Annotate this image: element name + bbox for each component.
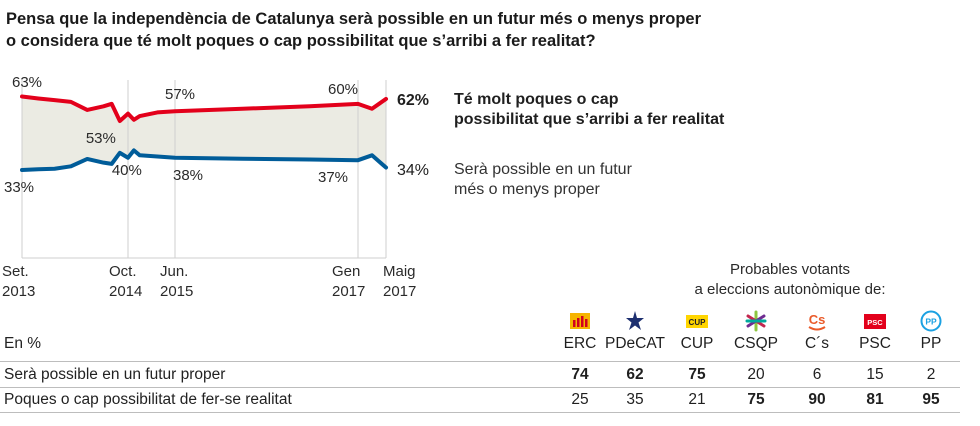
- legend-red-line-1: Té molt poques o cap: [454, 91, 619, 108]
- annotation-label: 38%: [173, 166, 204, 184]
- x-tick-label: Jun. 2015: [160, 262, 193, 302]
- party-name-cs: C´s: [804, 335, 830, 352]
- table-cell: 21: [688, 391, 706, 408]
- svg-text:CUP: CUP: [689, 318, 707, 327]
- annotation-label: 53%: [85, 130, 116, 147]
- csqp-logo-icon: [745, 310, 767, 332]
- pdecat-logo-icon: [624, 310, 646, 332]
- x-tick-line-2: 2017: [332, 283, 366, 300]
- table-header-line-2: a eleccions autonòmique de:: [694, 281, 886, 298]
- table-cell: 81: [866, 391, 884, 408]
- table-cell: 95: [922, 391, 940, 408]
- table-cell: 15: [866, 366, 884, 383]
- series-line-blue: [20, 148, 388, 172]
- party-name-psc: PSC: [859, 335, 891, 352]
- table-cell: 35: [626, 391, 644, 408]
- table-cell: 75: [747, 391, 765, 408]
- legend-red-line-2: possibilitat que s’arribi a fer realitat: [454, 111, 725, 128]
- annotation-label: 60%: [328, 80, 359, 98]
- table-cell: 6: [812, 366, 822, 383]
- legend-red-series: Té molt poques o cap possibilitat que s’…: [454, 90, 724, 130]
- x-tick-label: Oct. 2014: [109, 262, 142, 302]
- table-rule-bottom: [0, 412, 960, 413]
- party-name-csqp: CSQP: [734, 335, 778, 352]
- x-tick-line-1: Jun.: [160, 263, 189, 280]
- svg-text:Cs: Cs: [809, 312, 826, 327]
- table-cell: 74: [571, 366, 589, 383]
- table-rule-middle: [0, 387, 960, 388]
- psc-logo-icon: PSC: [864, 310, 886, 332]
- x-tick-line-1: Set.: [2, 263, 29, 280]
- party-name-cup: CUP: [680, 335, 714, 352]
- x-tick-label: Gen 2017: [332, 262, 365, 302]
- title-line-2: o considera que té molt poques o cap pos…: [6, 32, 596, 50]
- annotation-label: 63%: [12, 73, 43, 91]
- table-unit-label: En %: [4, 335, 42, 352]
- legend-blue-series: Serà possible en un futur més o menys pr…: [454, 160, 632, 200]
- annotation-label: 33%: [4, 179, 35, 196]
- annotation-label: 40%: [111, 161, 142, 179]
- x-tick-label: Maig 2017: [383, 262, 416, 302]
- x-tick-line-2: 2013: [2, 283, 36, 300]
- x-tick-line-2: 2017: [383, 283, 417, 300]
- row-label-possible: Serà possible en un futur proper: [4, 366, 226, 383]
- x-tick-line-1: Maig: [383, 263, 416, 280]
- annotation-label: 37%: [318, 169, 349, 187]
- x-tick-line-1: Oct.: [109, 263, 137, 280]
- pp-logo-icon: PP: [920, 310, 942, 332]
- row-label-unlikely: Poques o cap possibilitat de fer-se real…: [4, 391, 292, 408]
- table-cell: 2: [926, 366, 936, 383]
- table-cell: 90: [808, 391, 826, 408]
- red-end-value: 62%: [397, 92, 430, 109]
- gap-area: [22, 96, 386, 170]
- title-line-1: Pensa que la independència de Catalunya …: [6, 10, 702, 28]
- cs-logo-icon: Cs: [806, 310, 828, 332]
- svg-text:PP: PP: [925, 317, 937, 327]
- x-tick-line-1: Gen: [332, 263, 361, 280]
- line-chart: [20, 80, 388, 259]
- table-header-line-1: Probables votants: [729, 261, 851, 278]
- table-header: Probables votants a eleccions autonòmiqu…: [620, 260, 960, 300]
- table-cell: 20: [747, 366, 765, 383]
- x-tick-label: Set. 2013: [2, 262, 35, 302]
- table-cell: 75: [688, 366, 706, 383]
- series-line-red: [20, 94, 388, 123]
- x-tick-line-2: 2014: [109, 283, 143, 300]
- party-name-erc: ERC: [563, 335, 597, 352]
- legend-blue-line-1: Serà possible en un futur: [454, 161, 632, 178]
- party-name-pp: PP: [920, 335, 942, 352]
- blue-end-value: 34%: [397, 162, 430, 179]
- table-rule-top: [0, 361, 960, 362]
- chart-title: Pensa que la independència de Catalunya …: [6, 8, 701, 52]
- x-tick-line-2: 2015: [160, 283, 194, 300]
- erc-logo-icon: [569, 310, 591, 332]
- cup-logo-icon: CUP: [686, 310, 708, 332]
- party-name-pdecat: PDeCAT: [605, 335, 666, 352]
- svg-text:PSC: PSC: [867, 318, 883, 327]
- annotation-label: 57%: [165, 86, 196, 104]
- table-cell: 25: [571, 391, 589, 408]
- table-cell: 62: [626, 366, 644, 383]
- legend-blue-line-2: més o menys proper: [454, 181, 600, 198]
